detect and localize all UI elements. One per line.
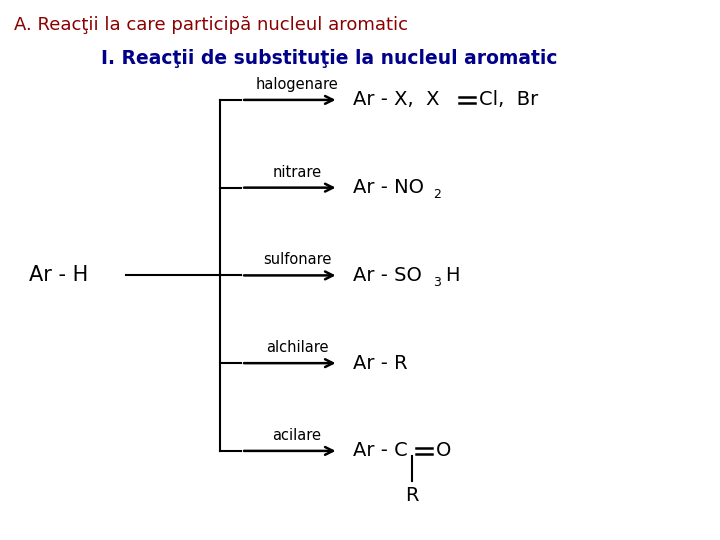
Text: H: H (445, 266, 459, 285)
Text: Ar - H: Ar - H (29, 265, 88, 286)
Text: O: O (436, 441, 451, 461)
Text: Ar - R: Ar - R (353, 354, 408, 373)
Text: Ar - C: Ar - C (353, 441, 408, 461)
Text: 3: 3 (433, 276, 441, 289)
Text: nitrare: nitrare (272, 165, 322, 179)
Text: Ar - X,  X: Ar - X, X (353, 90, 439, 110)
Text: halogenare: halogenare (256, 77, 338, 92)
Text: R: R (405, 486, 418, 505)
Text: A. Reacţii la care participă nucleul aromatic: A. Reacţii la care participă nucleul aro… (14, 16, 408, 34)
Text: acilare: acilare (272, 428, 322, 443)
Text: I. Reacţii de substituţie la nucleul aromatic: I. Reacţii de substituţie la nucleul aro… (101, 49, 557, 68)
Text: alchilare: alchilare (266, 340, 328, 355)
Text: 2: 2 (433, 188, 441, 201)
Text: Ar - SO: Ar - SO (353, 266, 422, 285)
Text: Ar - NO: Ar - NO (353, 178, 424, 197)
Text: sulfonare: sulfonare (263, 252, 331, 267)
Text: Cl,  Br: Cl, Br (479, 90, 538, 110)
